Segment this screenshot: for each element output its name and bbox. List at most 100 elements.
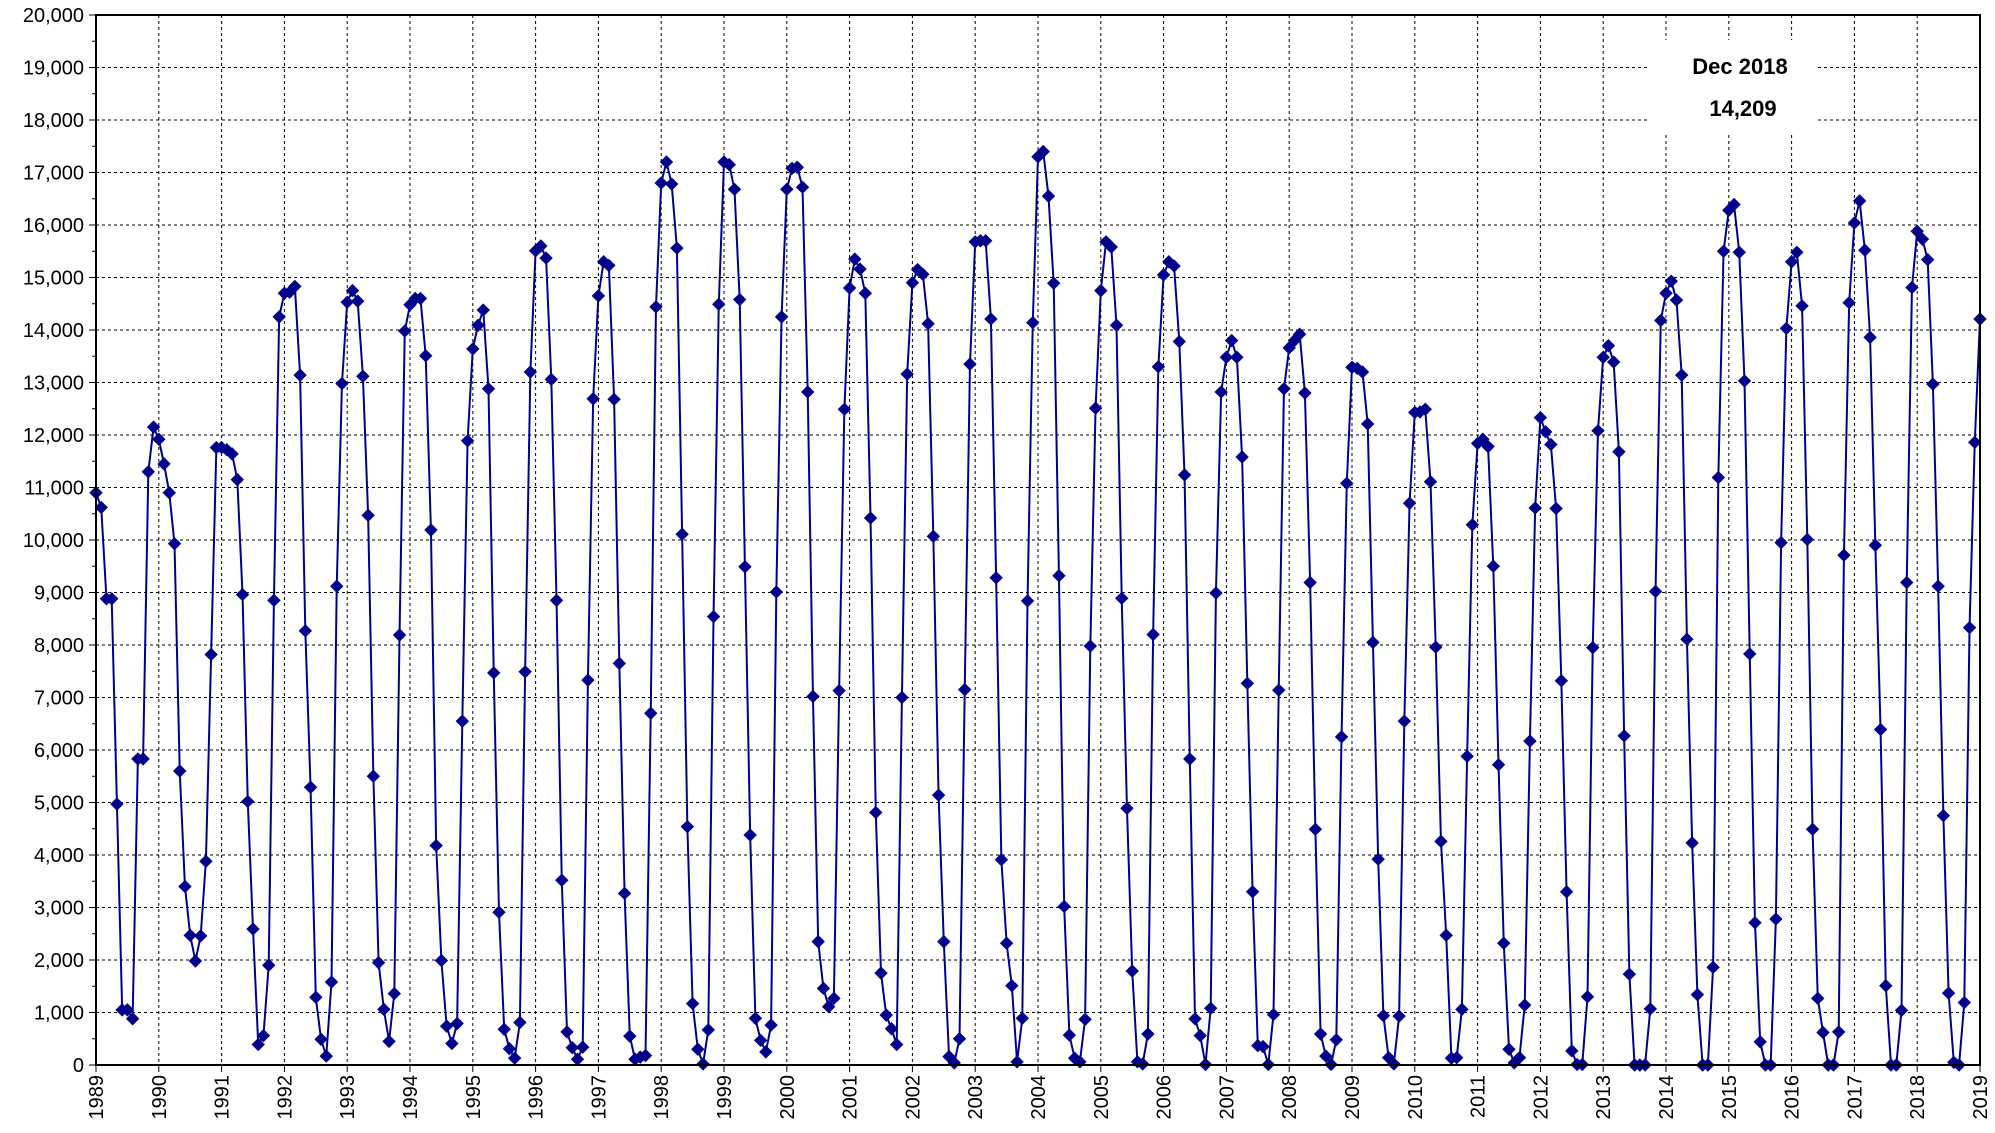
data-point [638, 1048, 653, 1063]
data-point [120, 1003, 135, 1017]
data-point [1371, 852, 1385, 866]
data-point [1266, 1007, 1281, 1022]
data-point [801, 385, 815, 399]
data-point [1816, 1025, 1830, 1040]
data-point [795, 180, 810, 194]
data-point [1052, 568, 1066, 583]
data-point [1737, 374, 1752, 388]
data-point [869, 805, 883, 820]
x-tick-label: 1998 [651, 1075, 673, 1120]
data-point [1188, 1012, 1202, 1026]
y-tick-label: 4,000 [34, 845, 84, 867]
data-point [1811, 991, 1825, 1006]
data-point [989, 571, 1003, 585]
data-point [518, 665, 532, 679]
data-point [916, 267, 930, 282]
data-point [1523, 734, 1537, 748]
data-point [900, 367, 914, 381]
data-point [1026, 315, 1040, 330]
data-point [1926, 377, 1940, 391]
data-point [921, 316, 935, 331]
data-point [591, 289, 606, 303]
data-point [937, 934, 951, 949]
data-point [104, 592, 119, 606]
data-point [644, 706, 658, 720]
data-point [340, 295, 354, 309]
data-point [1769, 912, 1783, 926]
data-point [586, 392, 600, 406]
data-point [1962, 620, 1977, 635]
data-point [1115, 591, 1129, 605]
data-point [1910, 224, 1924, 239]
data-point [429, 838, 443, 853]
data-point [1915, 232, 1930, 246]
data-point [1141, 1027, 1155, 1041]
data-point [1308, 822, 1323, 836]
data-point [1554, 673, 1569, 688]
data-point [1622, 967, 1637, 981]
data-point [110, 797, 124, 811]
y-tick-label: 5,000 [34, 793, 84, 815]
data-point [293, 368, 307, 382]
data-point [1549, 501, 1563, 516]
x-tick-label: 2004 [1028, 1075, 1050, 1120]
data-point [1544, 437, 1558, 452]
data-point [1894, 1003, 1909, 1018]
data-point [1831, 1025, 1846, 1039]
data-point [398, 324, 412, 338]
data-point [1078, 1012, 1092, 1027]
y-tick-label: 16,000 [23, 215, 84, 237]
data-point [1298, 386, 1312, 400]
data-point [1465, 518, 1480, 532]
data-point [523, 365, 538, 379]
data-point [1659, 286, 1673, 300]
x-tick-label: 1995 [463, 1075, 485, 1120]
x-tick-label: 1997 [588, 1075, 610, 1120]
data-point [1355, 365, 1370, 379]
data-point [691, 1042, 705, 1056]
x-tick-label: 1992 [274, 1075, 296, 1120]
data-point [654, 176, 668, 190]
data-point [978, 234, 993, 248]
data-point [225, 447, 239, 461]
data-point [492, 905, 506, 919]
data-point [1643, 1002, 1658, 1016]
data-point [999, 936, 1014, 950]
y-tick-label: 6,000 [34, 740, 84, 762]
data-point [1868, 538, 1883, 552]
data-point [1732, 245, 1746, 260]
data-point [450, 1016, 464, 1031]
data-point [790, 160, 804, 174]
data-point [1481, 439, 1495, 454]
data-point [1920, 252, 1935, 267]
data-point [1303, 575, 1317, 590]
data-point [481, 382, 496, 396]
data-point [1690, 987, 1705, 1002]
data-point [1497, 936, 1511, 950]
data-point [1805, 822, 1820, 836]
data-point [1340, 476, 1354, 491]
data-point [513, 1015, 527, 1030]
data-point [125, 1012, 140, 1026]
data-point [858, 286, 873, 300]
data-point [1706, 960, 1720, 975]
data-point [1559, 885, 1574, 899]
data-point [774, 310, 789, 324]
data-point [335, 376, 349, 391]
data-point [439, 1019, 454, 1033]
x-tick-label: 2011 [1468, 1075, 1490, 1118]
data-point [1517, 998, 1532, 1012]
data-point [424, 523, 438, 537]
data-point [659, 155, 674, 169]
data-point [303, 780, 318, 794]
x-tick-label: 2002 [902, 1075, 924, 1120]
data-point [1842, 295, 1856, 310]
data-point [471, 318, 485, 332]
data-point [1183, 752, 1197, 766]
data-point [173, 764, 187, 778]
x-axis: 1989 1990 1991 1992 1993 1994 1995 1996 1997 1998… [86, 1065, 1992, 1120]
x-tick-label: 2003 [965, 1075, 987, 1120]
data-point [1779, 321, 1794, 336]
data-point [392, 628, 407, 642]
